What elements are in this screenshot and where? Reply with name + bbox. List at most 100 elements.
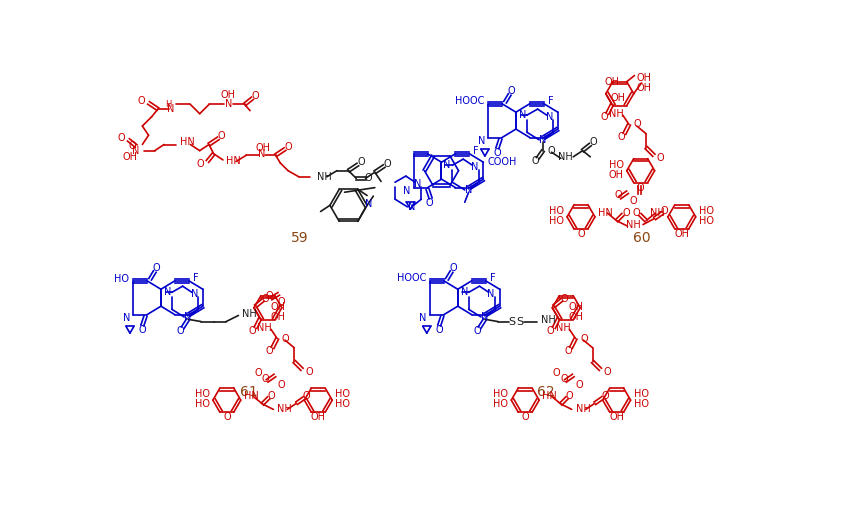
Text: O: O	[630, 196, 637, 206]
Text: O: O	[617, 132, 625, 142]
Text: O: O	[197, 159, 204, 169]
Text: N: N	[419, 313, 427, 323]
Text: O: O	[634, 119, 642, 129]
Text: HO: HO	[493, 399, 508, 409]
Text: OH: OH	[637, 82, 652, 93]
Text: H: H	[165, 100, 171, 109]
Text: O: O	[266, 291, 274, 301]
Text: O: O	[277, 297, 285, 307]
Text: HN: HN	[542, 391, 557, 401]
Text: N: N	[404, 185, 410, 195]
Text: O: O	[547, 146, 555, 156]
Text: HO: HO	[609, 159, 624, 170]
Text: N: N	[465, 185, 472, 195]
Text: HO: HO	[549, 216, 564, 226]
Text: O: O	[590, 137, 598, 147]
Text: HN: HN	[226, 157, 241, 167]
Text: OH: OH	[675, 229, 689, 239]
Text: O: O	[580, 334, 588, 344]
Text: O: O	[177, 326, 184, 336]
Text: NH: NH	[650, 208, 665, 218]
Text: HO: HO	[549, 206, 564, 216]
Text: OH: OH	[311, 412, 326, 422]
Text: F: F	[547, 95, 553, 106]
Text: O: O	[268, 391, 275, 401]
Text: F: F	[489, 272, 495, 283]
Text: NH: NH	[242, 309, 256, 319]
Text: F: F	[474, 146, 479, 156]
Text: O: O	[262, 374, 269, 384]
Text: N: N	[414, 179, 421, 189]
Text: O: O	[661, 206, 669, 216]
Text: O: O	[284, 142, 292, 152]
Text: N: N	[408, 202, 415, 212]
Text: OH: OH	[609, 412, 624, 422]
Text: OH: OH	[270, 312, 286, 322]
Text: O: O	[600, 112, 608, 122]
Text: O: O	[303, 390, 311, 400]
Text: OH: OH	[609, 170, 624, 180]
Text: OH: OH	[604, 77, 619, 87]
Text: S: S	[516, 316, 523, 326]
Text: O: O	[474, 326, 481, 336]
Text: N: N	[258, 149, 265, 159]
Text: O: O	[277, 380, 285, 390]
Text: N: N	[461, 287, 469, 297]
Text: O: O	[560, 293, 568, 303]
Text: OH: OH	[255, 143, 271, 152]
Text: O: O	[637, 183, 644, 193]
Text: N: N	[471, 162, 479, 172]
Text: 61: 61	[241, 386, 258, 399]
Text: N: N	[184, 312, 191, 322]
Text: O: O	[449, 264, 457, 274]
Text: 62: 62	[537, 386, 555, 399]
Text: NH: NH	[257, 323, 272, 333]
Text: N: N	[164, 287, 171, 297]
Text: HO: HO	[195, 389, 210, 399]
Text: NH: NH	[556, 323, 571, 333]
Text: HO: HO	[699, 216, 714, 226]
Text: N: N	[540, 135, 546, 145]
Text: OH: OH	[270, 302, 286, 312]
Text: N: N	[191, 289, 198, 299]
Text: N: N	[488, 289, 494, 299]
Text: N: N	[443, 160, 450, 170]
Text: O: O	[564, 346, 572, 356]
Text: HO: HO	[335, 389, 351, 399]
Text: O: O	[252, 91, 259, 101]
Text: HO: HO	[114, 274, 129, 284]
Text: COOH: COOH	[488, 157, 517, 167]
Text: NH: NH	[626, 220, 641, 230]
Text: OH: OH	[569, 302, 584, 312]
Text: N: N	[167, 104, 174, 114]
Text: O: O	[118, 133, 126, 143]
Text: OH: OH	[123, 152, 138, 162]
Text: N: N	[546, 112, 553, 122]
Text: O: O	[357, 157, 365, 167]
Text: OH: OH	[221, 90, 236, 100]
Text: HOOC: HOOC	[397, 272, 426, 283]
Text: N: N	[477, 136, 485, 146]
Text: N: N	[224, 100, 232, 110]
Text: O: O	[152, 264, 160, 274]
Text: HN: HN	[244, 391, 259, 401]
Text: NH: NH	[318, 172, 333, 182]
Text: O: O	[601, 390, 609, 400]
Text: HO: HO	[699, 206, 714, 216]
Text: O: O	[507, 86, 515, 96]
Text: O: O	[622, 208, 630, 218]
Text: F: F	[193, 272, 198, 283]
Text: O: O	[604, 367, 611, 377]
Text: O: O	[138, 95, 145, 106]
Text: OH: OH	[611, 93, 625, 103]
Text: 59: 59	[291, 232, 308, 245]
Text: NH: NH	[540, 315, 555, 325]
Text: O: O	[254, 368, 262, 378]
Text: OH: OH	[637, 73, 652, 83]
Text: O: O	[281, 334, 289, 344]
Text: NH: NH	[277, 405, 292, 414]
Text: O: O	[576, 380, 584, 390]
Text: HO: HO	[335, 399, 351, 409]
Text: O: O	[532, 157, 540, 167]
Text: O: O	[614, 190, 622, 200]
